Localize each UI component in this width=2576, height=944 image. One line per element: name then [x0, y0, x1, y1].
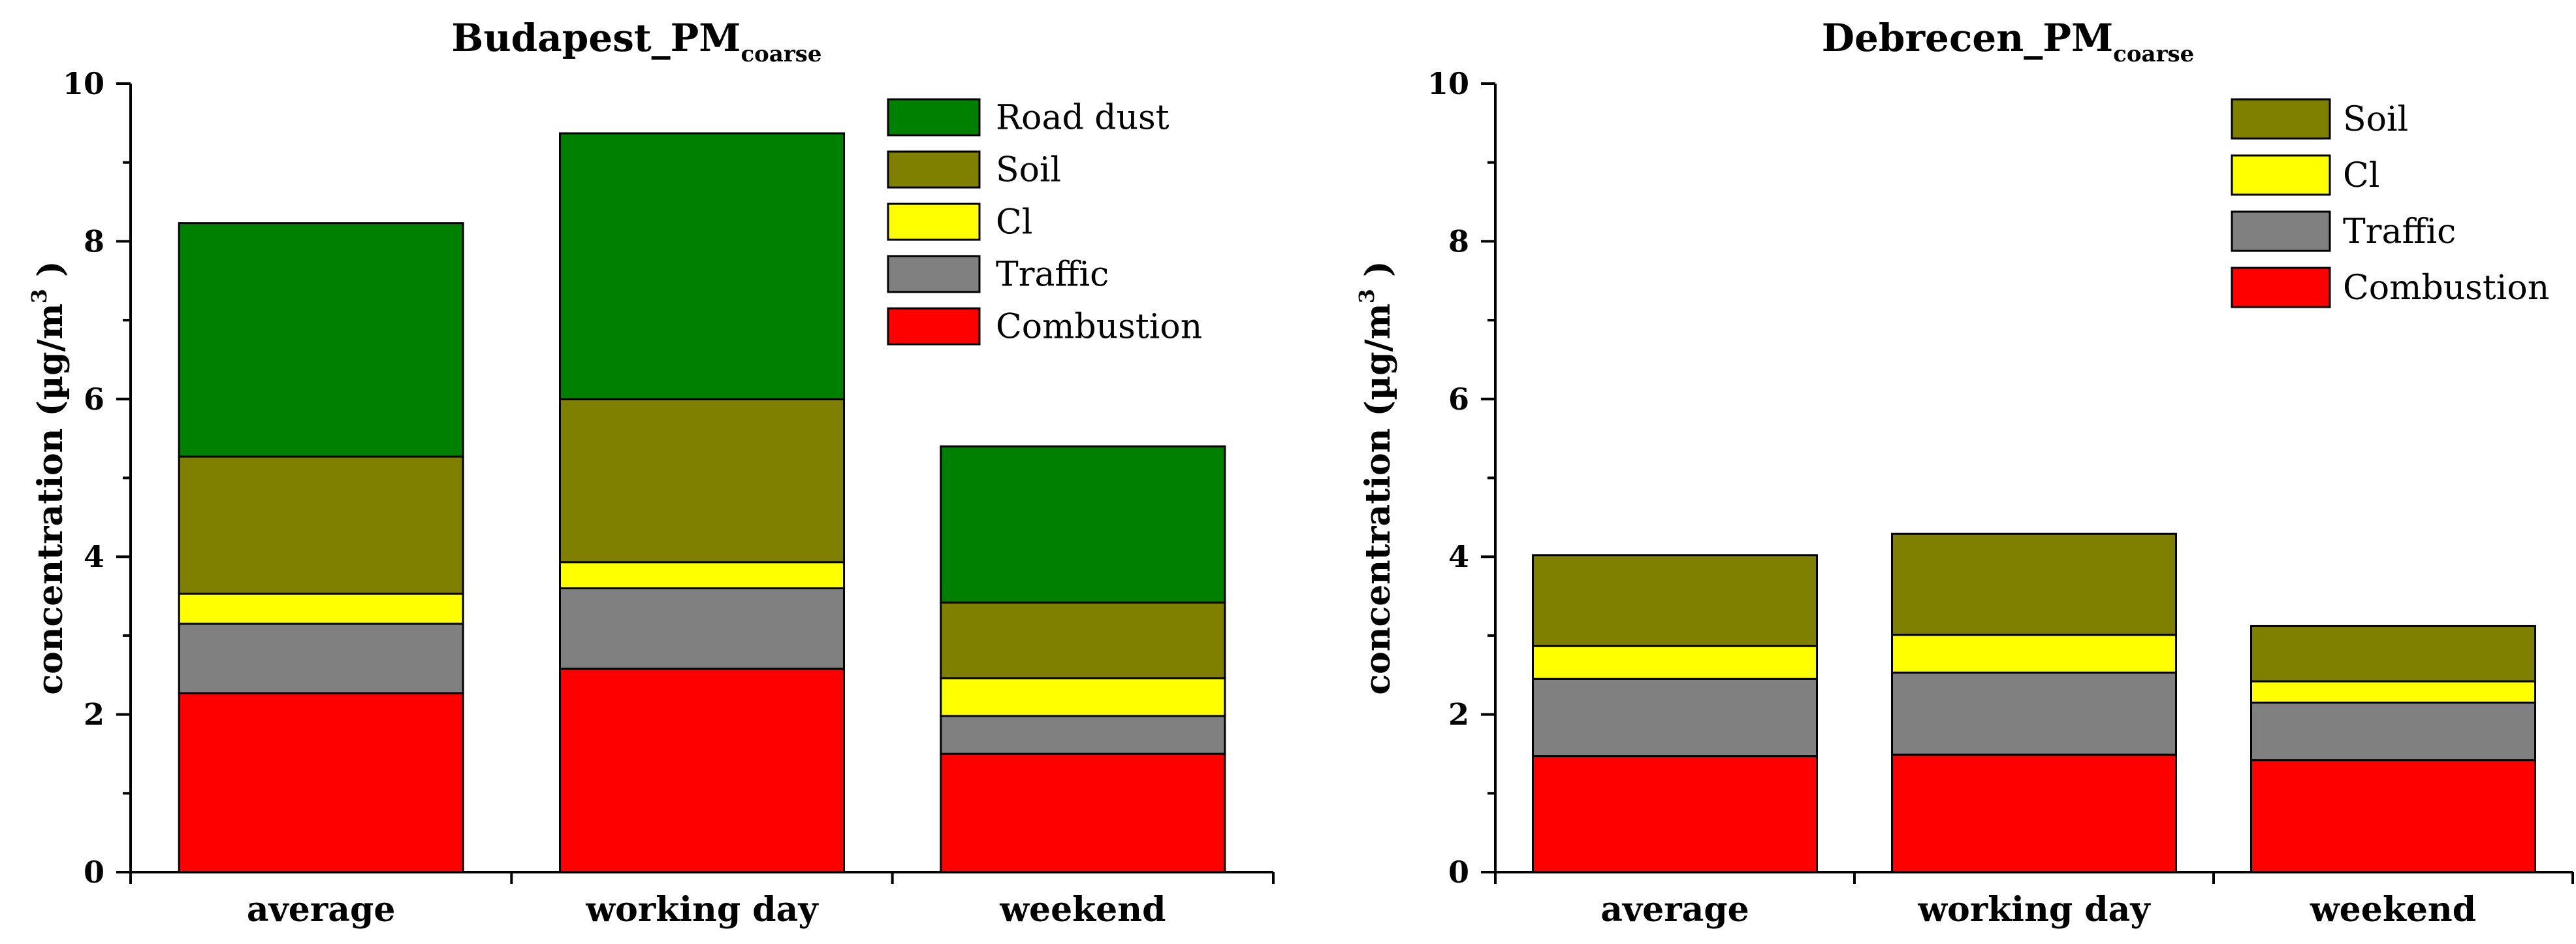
bar-segment-road-dust-working-day — [559, 132, 845, 400]
bar-segment-cl-working-day — [1891, 634, 2177, 674]
y-axis-title: concentration (µg/m3 ) — [1354, 261, 1398, 694]
bar-segment-traffic-weekend — [2250, 701, 2536, 762]
legend-swatch-traffic — [2231, 210, 2331, 252]
bar-segment-combustion-average — [178, 692, 464, 873]
y-tick-label: 10 — [63, 66, 104, 101]
bar-segment-traffic-weekend — [940, 715, 1226, 755]
x-category-label: working day — [585, 890, 819, 930]
bar-segment-soil-working-day — [559, 398, 845, 564]
bar-segment-road-dust-weekend — [940, 445, 1226, 604]
bar-segment-cl-working-day — [559, 561, 845, 589]
legend-swatch-road-dust — [887, 98, 981, 137]
legend-swatch-cl — [2231, 154, 2331, 196]
legend-label-combustion: Combustion — [996, 308, 1202, 347]
y-tick-label: 2 — [84, 697, 104, 732]
bar-segment-soil-average — [1532, 554, 1818, 647]
legend-label-cl: Cl — [996, 203, 1032, 242]
bar-segment-soil-average — [178, 455, 464, 595]
bar-segment-combustion-working-day — [559, 668, 845, 873]
legend: Road dust Soil Cl Traffic Combustion — [887, 98, 1202, 347]
bar-segment-combustion-weekend — [940, 753, 1226, 873]
chart-budapest: Budapest_PMcoarse 0 2 4 6 8 10 average working d… — [27, 16, 1275, 930]
legend: Soil Cl Traffic Combustion — [2231, 98, 2549, 308]
legend-swatch-soil — [2231, 98, 2331, 140]
legend-label-traffic: Traffic — [2343, 212, 2456, 252]
y-tick-label: 10 — [1427, 66, 1469, 101]
legend-swatch-combustion — [887, 307, 981, 346]
bar-segment-traffic-working-day — [1891, 672, 2177, 756]
y-tick-label: 0 — [1448, 854, 1469, 890]
chart-title: Budapest_PMcoarse — [451, 16, 821, 67]
legend-label-combustion: Combustion — [2343, 269, 2549, 308]
legend-swatch-combustion — [2231, 267, 2331, 308]
bar-segment-traffic-working-day — [559, 587, 845, 670]
bar-segment-soil-weekend — [2250, 625, 2536, 683]
y-axis-title: concentration (µg/m3 ) — [27, 261, 71, 694]
y-tick-label: 8 — [1448, 223, 1469, 259]
x-category-label: average — [247, 890, 396, 930]
y-tick-label: 6 — [84, 382, 104, 417]
legend-swatch-traffic — [887, 255, 981, 293]
x-category-label: average — [1600, 890, 1749, 930]
chart-debrecen: Debrecen_PMcoarse 0 2 4 6 8 10 average working d… — [1354, 16, 2574, 930]
bar-segment-combustion-working-day — [1891, 753, 2177, 873]
bar-segment-cl-weekend — [940, 677, 1226, 717]
bar-segment-traffic-average — [1532, 677, 1818, 758]
bar-segment-traffic-average — [178, 623, 464, 694]
bar-segment-combustion-average — [1532, 755, 1818, 873]
y-tick-label: 2 — [1448, 697, 1469, 732]
x-category-label: weekend — [2310, 890, 2476, 930]
legend-swatch-cl — [887, 203, 981, 241]
x-category-label: working day — [1917, 890, 2151, 930]
bar-segment-combustion-weekend — [2250, 759, 2536, 873]
legend-label-cl: Cl — [2343, 156, 2379, 195]
bar-segment-road-dust-average — [178, 222, 464, 458]
legend-label-soil: Soil — [2343, 100, 2408, 139]
legend-label-soil: Soil — [996, 151, 1061, 190]
bar-segment-cl-average — [1532, 645, 1818, 680]
x-category-label: weekend — [999, 890, 1166, 930]
legend-label-road-dust: Road dust — [996, 99, 1169, 138]
chart-title: Debrecen_PMcoarse — [1822, 16, 2195, 67]
bar-segment-cl-average — [178, 593, 464, 625]
bar-segment-soil-weekend — [940, 601, 1226, 679]
y-tick-label: 8 — [84, 223, 104, 259]
y-tick-label: 6 — [1448, 382, 1469, 417]
y-tick-label: 0 — [84, 854, 104, 890]
bar-segment-cl-weekend — [2250, 680, 2536, 704]
y-tick-label: 4 — [84, 539, 104, 574]
legend-label-traffic: Traffic — [996, 255, 1109, 295]
y-tick-label: 4 — [1448, 539, 1469, 574]
legend-swatch-soil — [887, 150, 981, 189]
bar-segment-soil-working-day — [1891, 532, 2177, 636]
